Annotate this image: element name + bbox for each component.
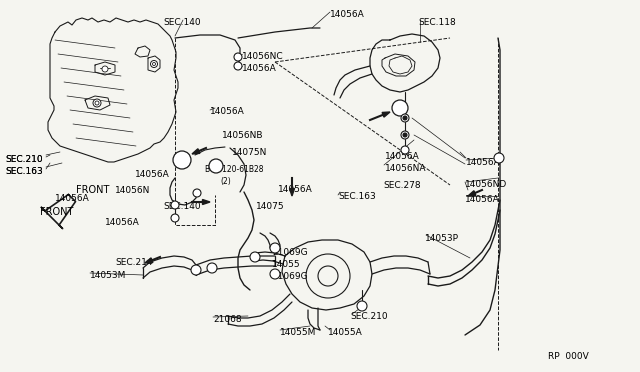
Circle shape — [234, 62, 242, 70]
Text: SEC.210: SEC.210 — [350, 312, 388, 321]
Text: 14056NC: 14056NC — [242, 52, 284, 61]
Text: 14055M: 14055M — [280, 328, 316, 337]
Circle shape — [494, 153, 504, 163]
Text: SEC.214: SEC.214 — [115, 258, 152, 267]
Text: 21068: 21068 — [213, 315, 242, 324]
Circle shape — [270, 243, 280, 253]
Text: 14056ND: 14056ND — [465, 180, 508, 189]
Text: 14056A: 14056A — [465, 195, 500, 204]
Circle shape — [357, 301, 367, 311]
Polygon shape — [145, 258, 153, 263]
Text: B 08120-61B28: B 08120-61B28 — [205, 165, 264, 174]
Text: (2): (2) — [220, 177, 231, 186]
Circle shape — [392, 100, 408, 116]
Text: Z: Z — [179, 155, 184, 164]
Text: FRONT: FRONT — [76, 185, 109, 195]
Text: 14075N: 14075N — [232, 148, 268, 157]
Circle shape — [171, 201, 179, 209]
Text: SEC.163: SEC.163 — [5, 167, 43, 176]
Text: 14056A: 14056A — [55, 194, 90, 203]
Text: Z: Z — [397, 103, 403, 112]
Text: 14055: 14055 — [272, 260, 301, 269]
Text: SEC.210: SEC.210 — [5, 155, 43, 164]
Text: 21069G: 21069G — [272, 272, 308, 281]
Circle shape — [209, 159, 223, 173]
Text: B: B — [214, 163, 218, 169]
Circle shape — [403, 116, 407, 120]
Text: 14053M: 14053M — [90, 271, 126, 280]
Circle shape — [95, 101, 99, 105]
Text: SEC.163: SEC.163 — [338, 192, 376, 201]
Text: SEC.278: SEC.278 — [383, 181, 420, 190]
Text: FRONT: FRONT — [40, 207, 74, 217]
Circle shape — [173, 151, 191, 169]
Polygon shape — [289, 189, 294, 196]
Text: 14056A: 14056A — [278, 185, 313, 194]
Text: SEC.163: SEC.163 — [5, 167, 43, 176]
Circle shape — [171, 214, 179, 222]
Text: SEC.140: SEC.140 — [163, 202, 200, 211]
Circle shape — [270, 269, 280, 279]
Text: 21069G: 21069G — [272, 248, 308, 257]
Text: 14075: 14075 — [256, 202, 285, 211]
Text: SEC.140: SEC.140 — [163, 18, 200, 27]
Text: 14056NA: 14056NA — [385, 164, 426, 173]
Text: SEC.210: SEC.210 — [5, 155, 43, 164]
Text: 14056A: 14056A — [242, 64, 276, 73]
Text: 14053P: 14053P — [425, 234, 459, 243]
Circle shape — [401, 131, 409, 139]
Text: RP  000V: RP 000V — [548, 352, 589, 361]
Circle shape — [102, 66, 108, 72]
Text: 14056A: 14056A — [385, 152, 420, 161]
Circle shape — [191, 265, 201, 275]
Circle shape — [152, 62, 156, 65]
Text: 14056A: 14056A — [466, 158, 500, 167]
Circle shape — [150, 61, 157, 67]
Circle shape — [250, 252, 260, 262]
Text: 14056N: 14056N — [115, 186, 150, 195]
Polygon shape — [192, 149, 200, 154]
Circle shape — [207, 263, 217, 273]
Polygon shape — [382, 112, 390, 117]
Text: 14056A: 14056A — [135, 170, 170, 179]
Circle shape — [401, 114, 409, 122]
Circle shape — [403, 133, 407, 137]
Polygon shape — [202, 199, 210, 205]
Circle shape — [93, 99, 101, 107]
Circle shape — [234, 53, 242, 61]
Text: 14055A: 14055A — [328, 328, 363, 337]
Text: 14056A: 14056A — [330, 10, 365, 19]
Text: 14056NB: 14056NB — [222, 131, 264, 140]
Polygon shape — [468, 191, 476, 196]
Text: 14056A: 14056A — [105, 218, 140, 227]
Circle shape — [401, 146, 409, 154]
Circle shape — [193, 189, 201, 197]
Text: SEC.118: SEC.118 — [418, 18, 456, 27]
Text: 14056A: 14056A — [210, 107, 244, 116]
